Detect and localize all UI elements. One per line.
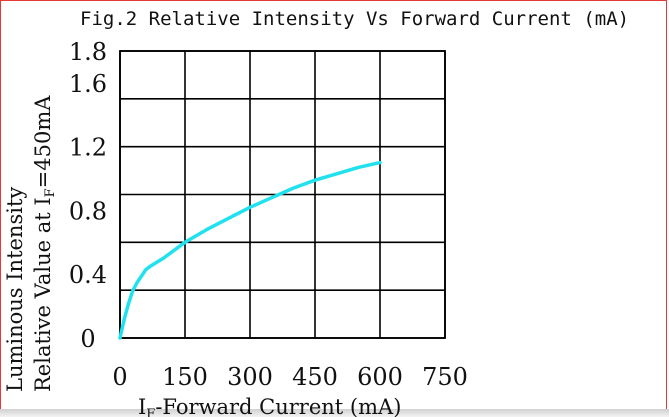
y-axis-label-line1: Luminous Intensity xyxy=(3,187,27,392)
x-tick-label-0: 0 xyxy=(112,363,127,391)
x-axis-label: IF-Forward Current (mA) xyxy=(138,395,401,417)
y-tick-label-4: 1.6 xyxy=(69,70,107,98)
x-tick-label-5: 750 xyxy=(422,363,468,391)
series-line-0 xyxy=(118,160,382,340)
x-tick-label-4: 600 xyxy=(357,363,403,391)
y-tick-label-3: 1.2 xyxy=(69,134,107,162)
y-tick-label-1: 0.4 xyxy=(69,261,107,289)
x-axis-ticks: 0 150 300 450 600 750 xyxy=(112,363,468,391)
y-tick-label-2: 0.8 xyxy=(69,197,107,225)
series-layer xyxy=(118,160,382,340)
y-axis-ticks: 0 0.4 0.8 1.2 1.6 1.8 xyxy=(69,38,107,353)
bottom-shadow xyxy=(0,409,669,417)
y-tick-label-0: 0 xyxy=(80,325,95,353)
x-tick-label-3: 450 xyxy=(292,363,338,391)
plot-border xyxy=(119,50,446,339)
x-tick-label-2: 300 xyxy=(227,363,273,391)
chart-title: Fig.2 Relative Intensity Vs Forward Curr… xyxy=(80,8,629,30)
x-tick-label-1: 150 xyxy=(162,363,208,391)
y-tick-label-5: 1.8 xyxy=(69,38,107,66)
y-axis-label-line2: Relative Value at IF=450mA xyxy=(31,95,58,392)
